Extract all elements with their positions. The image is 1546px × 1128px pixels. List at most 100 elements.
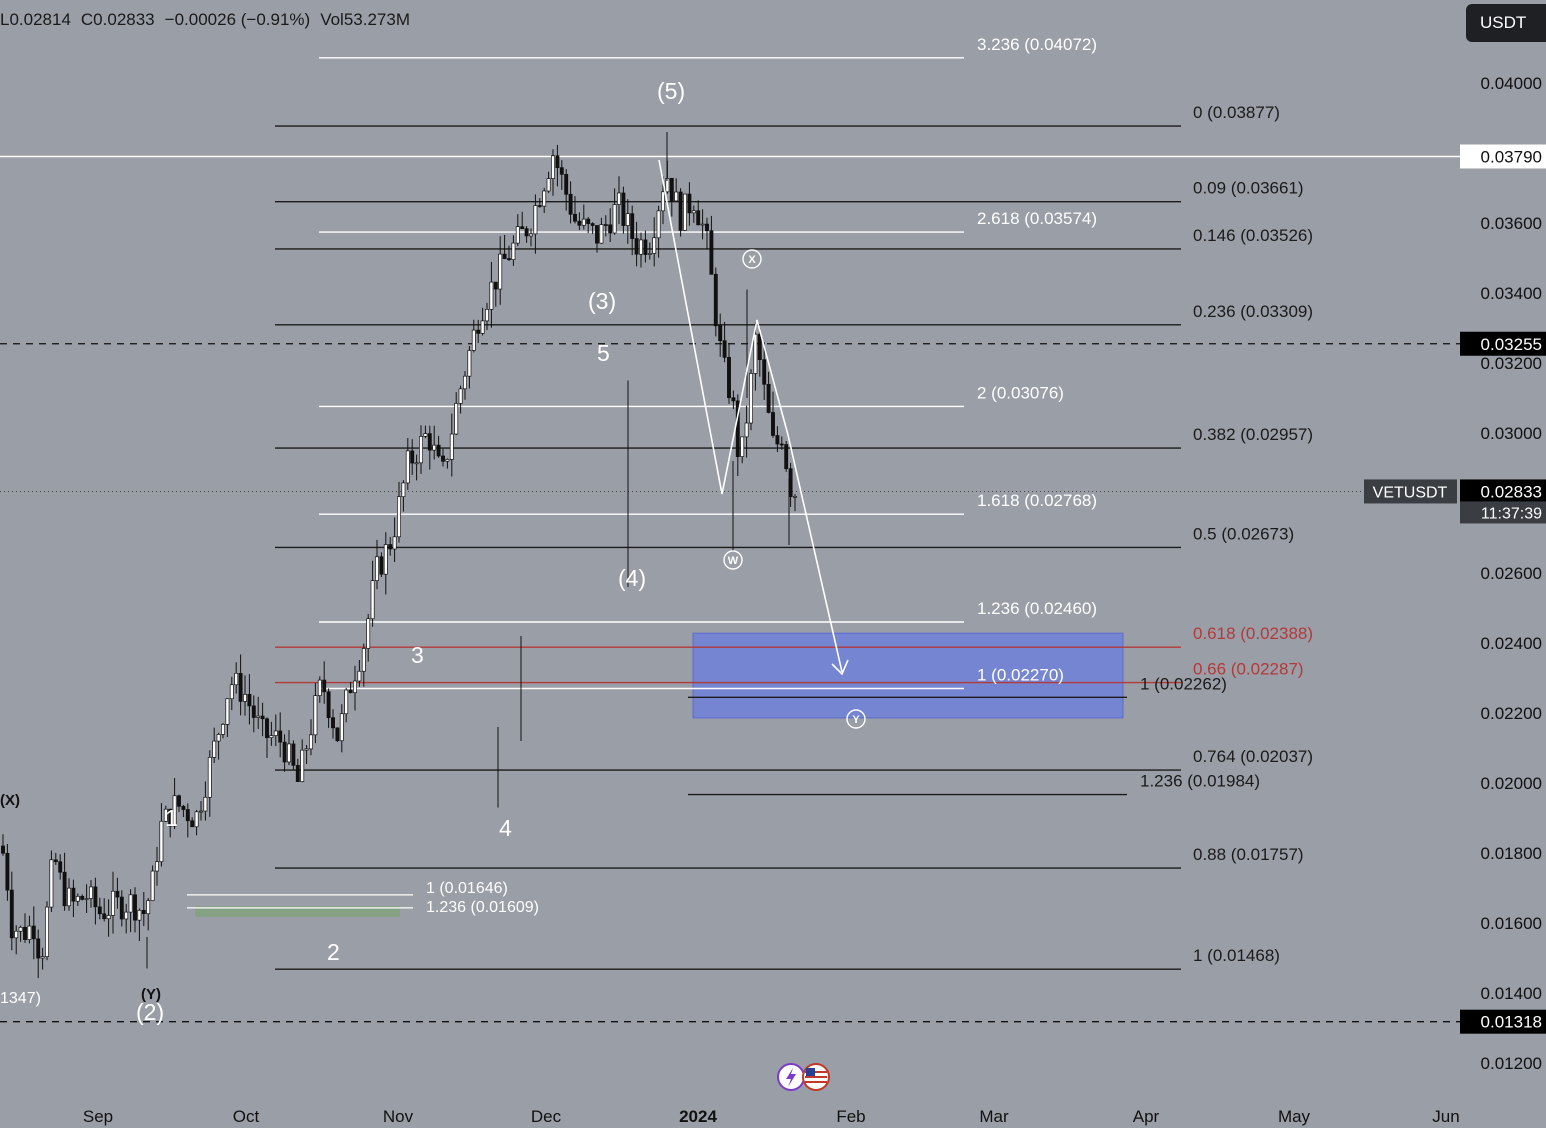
candle [432, 425, 437, 460]
candle [458, 385, 463, 414]
candle [476, 319, 481, 344]
candle [5, 843, 10, 901]
candle-body [5, 852, 10, 891]
fib-retracement-label-6: 0.618 (0.02388) [1193, 624, 1313, 643]
fib-short-label-1: 1.236 (0.01984) [1140, 772, 1260, 791]
candle [621, 186, 626, 234]
candle-body [458, 388, 463, 404]
candle-body [617, 192, 621, 205]
candle-body [661, 191, 665, 212]
candle-body [225, 698, 230, 725]
candle-body [58, 861, 63, 873]
candle-body [159, 820, 164, 863]
candle [1, 834, 5, 856]
candle-body [573, 213, 577, 222]
candle-body [498, 253, 503, 290]
candle [731, 390, 736, 410]
y-tick-7: 0.02200 [1481, 704, 1542, 723]
candle-body [119, 896, 124, 920]
candle [502, 234, 507, 260]
candle-body [366, 618, 371, 649]
candle [643, 230, 648, 263]
price-tag-label-3: 0.01318 [1481, 1013, 1542, 1032]
candle [625, 199, 630, 244]
candle [493, 281, 498, 307]
candle-body [401, 482, 406, 498]
candle-body [445, 459, 450, 462]
candle-body [546, 178, 551, 192]
candle [309, 719, 313, 756]
candle [590, 222, 595, 234]
price-tag-1[interactable] [1460, 331, 1546, 356]
candle [295, 758, 300, 783]
candle-body [172, 795, 177, 827]
candle-body [190, 820, 195, 828]
wave-label-0: (X) [0, 792, 20, 809]
candle-body [102, 913, 107, 920]
candle-body [471, 329, 476, 351]
candle [757, 327, 762, 377]
candle [775, 426, 780, 452]
candle [555, 144, 560, 187]
candle [366, 613, 371, 662]
candle-body [735, 400, 740, 457]
wave-label-8: (3) [588, 288, 616, 314]
fib-levels: 0 (0.03877) 0.09 (0.03661) 0.146 (0.03526)… [187, 35, 1313, 970]
candle [181, 804, 186, 818]
y-tick-6: 0.02400 [1481, 634, 1542, 653]
candle [287, 730, 291, 766]
symbol-tag[interactable] [1364, 479, 1457, 504]
candle [722, 321, 727, 363]
candle-body [634, 238, 639, 255]
candle [608, 208, 613, 243]
candle [771, 391, 775, 438]
candle [234, 662, 239, 694]
candle-body [23, 926, 27, 940]
candle [106, 899, 111, 937]
candle [568, 181, 573, 224]
projection-line [658, 159, 843, 673]
candle-body [669, 177, 674, 202]
candle [207, 750, 212, 817]
candle [339, 704, 344, 753]
candle-body [502, 253, 507, 259]
candle-body [392, 536, 397, 550]
candle [524, 226, 529, 243]
candle-body [683, 193, 687, 231]
candle-body [705, 223, 709, 232]
candle [542, 187, 547, 214]
candle [375, 539, 379, 590]
candle [507, 245, 511, 261]
candle [779, 436, 784, 450]
candle [313, 683, 318, 744]
flag-stripe-3 [805, 1081, 827, 1083]
price-tag-3[interactable] [1460, 1009, 1546, 1034]
candle-body [36, 938, 41, 959]
countdown-label: 11:37:39 [1481, 505, 1542, 522]
candle-body [608, 224, 613, 234]
candle-body [150, 870, 155, 901]
candle [269, 721, 274, 746]
candle [713, 267, 718, 337]
candle-body [533, 205, 538, 235]
price-tag-0[interactable] [1460, 144, 1546, 169]
candle [449, 413, 454, 477]
candle [155, 846, 159, 886]
candle [58, 854, 63, 880]
candle-body [137, 909, 142, 921]
candle [247, 674, 252, 725]
candle-body [555, 155, 560, 168]
flag-stripe-1 [805, 1071, 827, 1073]
candle-body [612, 204, 617, 234]
price-tag-2[interactable] [1460, 479, 1546, 504]
candle-body [234, 673, 239, 686]
currency-button[interactable]: USDT [1466, 4, 1546, 42]
candle [203, 781, 208, 821]
candle [194, 809, 199, 836]
candle [102, 898, 107, 922]
candle-body [256, 715, 261, 718]
candle-body [559, 167, 564, 175]
price-tag-label-0: 0.03790 [1481, 148, 1542, 167]
broker-badges[interactable] [776, 1061, 836, 1093]
